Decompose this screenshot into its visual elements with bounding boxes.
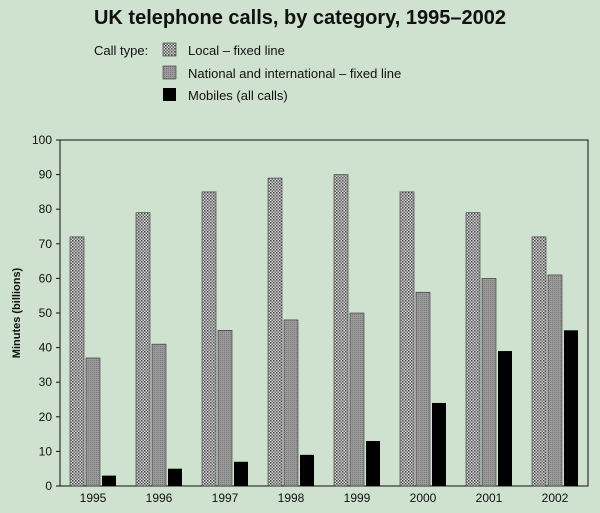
y-tick-label: 80 (39, 202, 53, 216)
bar-local (465, 212, 481, 487)
chart-title: UK telephone calls, by category, 1995–20… (94, 7, 506, 29)
bar-local (399, 191, 415, 487)
x-tick-label: 2002 (542, 491, 569, 505)
bar-mobiles (432, 402, 446, 486)
bar-national (349, 312, 365, 487)
bar-national (85, 357, 101, 487)
legend-swatch-mobiles (163, 88, 176, 101)
x-tick-label: 2001 (476, 491, 503, 505)
bar-local (267, 177, 283, 487)
legend-swatch-national (162, 65, 177, 80)
legend-label-mobiles: Mobiles (all calls) (188, 88, 288, 103)
plot-area: 0 10 20 30 40 50 60 70 80 90 100 1995 1996 1997 1998 19… (32, 133, 589, 505)
y-tick-label: 100 (32, 133, 52, 147)
y-tick-label: 40 (39, 341, 53, 355)
bar-mobiles (234, 461, 248, 486)
bar-mobiles (300, 454, 314, 486)
bar-national (151, 343, 167, 487)
legend-label-local: Local – fixed line (188, 43, 285, 58)
bar-mobiles (564, 330, 578, 486)
bar-local (333, 174, 349, 487)
x-tick-label: 2000 (410, 491, 437, 505)
y-tick-label: 60 (39, 271, 53, 285)
y-tick-label: 10 (39, 444, 53, 458)
bar-mobiles (102, 475, 116, 486)
bar-mobiles (168, 468, 182, 486)
y-tick-label: 30 (39, 375, 53, 389)
x-tick-label: 1998 (278, 491, 305, 505)
y-tick-label: 50 (39, 306, 53, 320)
bar-local (69, 236, 85, 487)
legend-label-national: National and international – fixed line (188, 66, 401, 81)
legend: Call type: Local – fixed line National a… (94, 42, 401, 103)
bar-mobiles (366, 441, 380, 486)
bar-mobiles (498, 351, 512, 486)
y-tick-label: 20 (39, 410, 53, 424)
bar-national (283, 319, 299, 487)
bar-local (531, 236, 547, 487)
x-tick-label: 1995 (80, 491, 107, 505)
x-tick-label: 1999 (344, 491, 371, 505)
bar-local (135, 212, 151, 487)
bar-national (415, 291, 431, 487)
bar-national (547, 274, 563, 487)
x-tick-label: 1997 (212, 491, 239, 505)
y-tick-label: 0 (45, 479, 52, 493)
y-tick-label: 70 (39, 237, 53, 251)
x-tick-label: 1996 (146, 491, 173, 505)
bar-national (481, 278, 497, 487)
bar-national (217, 329, 233, 487)
y-axis-label: Minutes (billions) (11, 267, 23, 358)
legend-title: Call type: (94, 43, 148, 58)
y-tick-label: 90 (39, 168, 53, 182)
legend-swatch-local (162, 42, 177, 57)
bar-local (201, 191, 217, 487)
